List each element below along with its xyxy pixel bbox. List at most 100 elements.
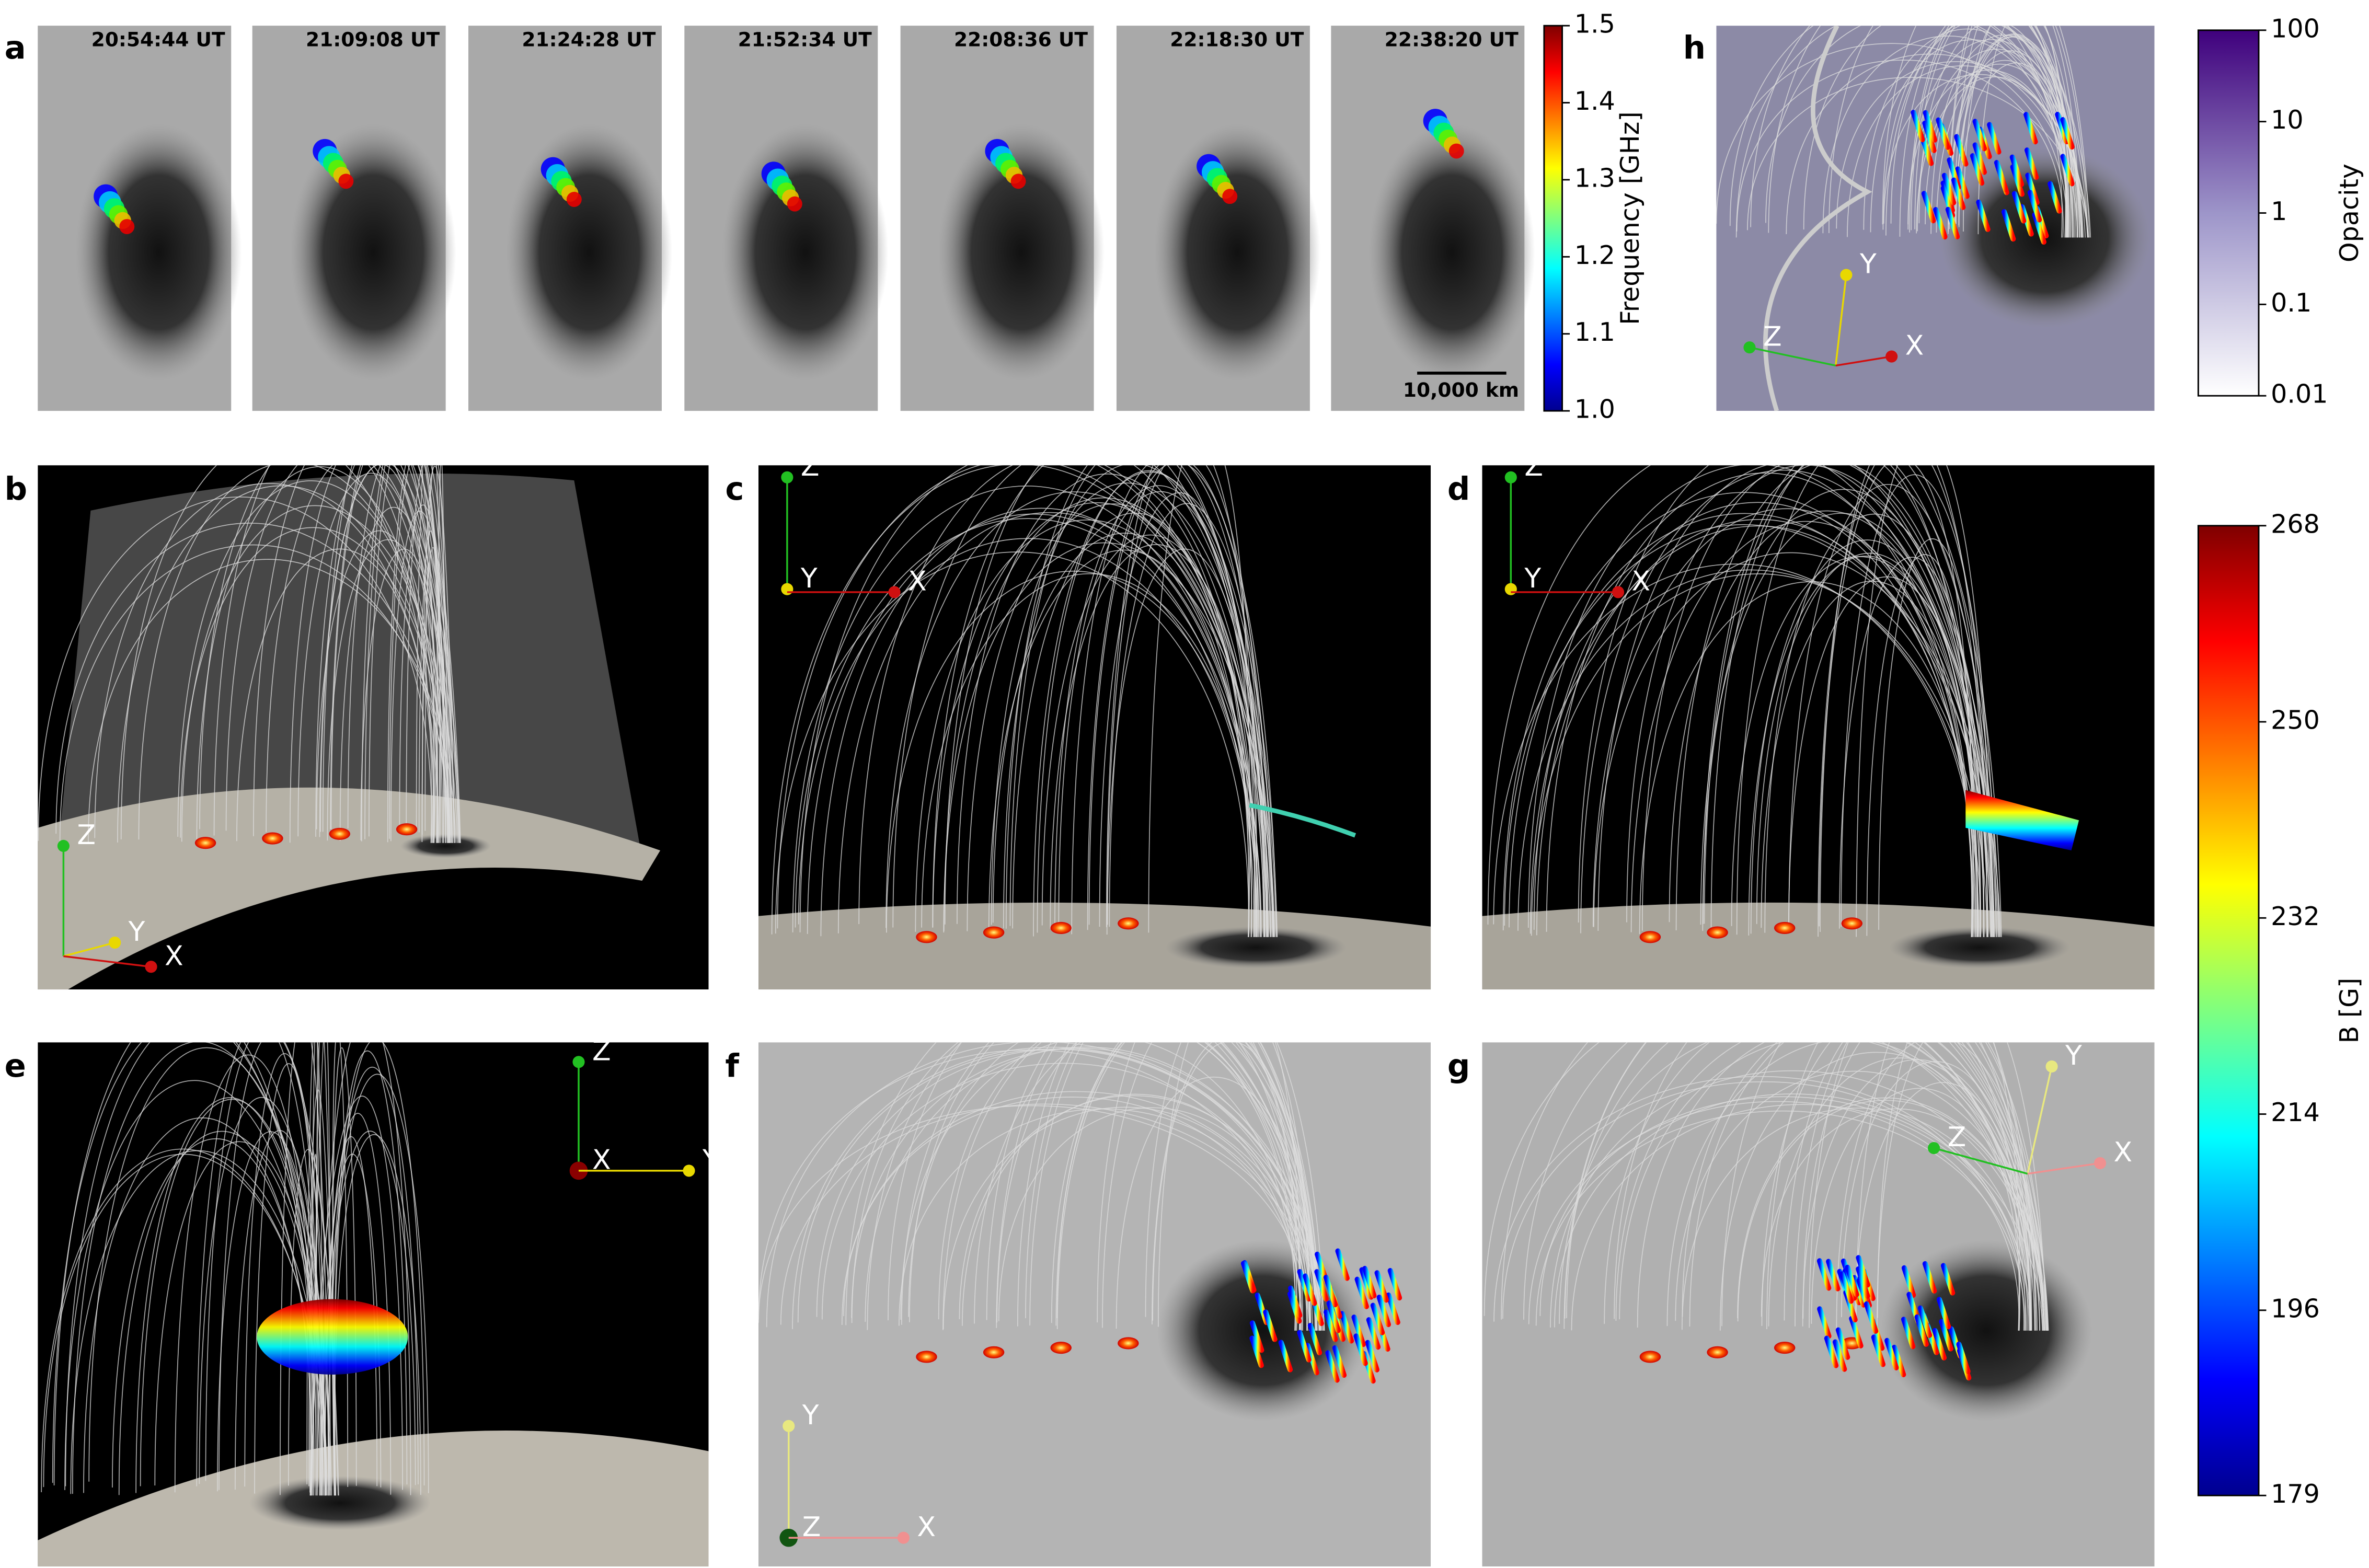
sunspot bbox=[1165, 926, 1347, 969]
source-strand bbox=[1249, 1320, 1264, 1353]
field-line bbox=[1502, 492, 1991, 937]
source-strand bbox=[1323, 1309, 1338, 1342]
axis-label: Y bbox=[702, 1145, 719, 1176]
sunspot bbox=[1154, 123, 1321, 381]
panel: d Z Y X bbox=[1447, 451, 2155, 990]
field-line bbox=[1528, 1101, 2020, 1331]
source-strand bbox=[1339, 1311, 1354, 1344]
hot-spot bbox=[916, 931, 937, 943]
field-line bbox=[1795, 1042, 2048, 1331]
axis-arrow-head bbox=[888, 586, 901, 598]
sunspot bbox=[1368, 123, 1535, 381]
field-line bbox=[180, 527, 451, 843]
field-line bbox=[360, 548, 453, 843]
source-strand bbox=[1954, 134, 1969, 167]
field-line bbox=[280, 1042, 329, 1496]
field-line bbox=[347, 465, 450, 843]
panel-content bbox=[38, 1042, 709, 1567]
field-line bbox=[1517, 569, 1981, 937]
hot-spot bbox=[329, 827, 350, 840]
source-strand bbox=[1945, 206, 1960, 239]
field-line bbox=[328, 1074, 429, 1496]
source-strand bbox=[1374, 1270, 1389, 1303]
hot-spot bbox=[194, 837, 216, 849]
axis-label: Y bbox=[1524, 563, 1541, 594]
field-line bbox=[1097, 1042, 1325, 1331]
field-line bbox=[900, 1042, 1296, 1331]
source-strand bbox=[1816, 1258, 1832, 1291]
timestamp: 21:24:28 UT bbox=[522, 28, 656, 51]
field-line bbox=[1504, 524, 1993, 937]
field-line bbox=[1856, 1042, 2021, 1331]
field-line bbox=[974, 1042, 1296, 1331]
field-line bbox=[865, 1046, 1316, 1331]
axis-label: Z bbox=[1948, 1122, 1966, 1153]
axis-label: Z bbox=[592, 1035, 611, 1067]
field-line bbox=[1099, 492, 1255, 937]
field-line bbox=[1681, 1108, 2032, 1331]
source-strand bbox=[1891, 1344, 1906, 1377]
source-strand bbox=[1297, 1269, 1312, 1302]
axis-arrow bbox=[1835, 355, 1892, 367]
field-line bbox=[932, 502, 1264, 937]
field-line bbox=[327, 539, 460, 843]
field-line bbox=[140, 1099, 326, 1496]
field-line bbox=[1682, 1042, 2044, 1331]
field-line bbox=[1716, 43, 2067, 238]
field-line bbox=[938, 1042, 1303, 1331]
axis-arrow-head bbox=[1743, 341, 1756, 354]
field-line bbox=[297, 472, 443, 843]
colorbar-tick-label: 1.5 bbox=[1574, 9, 1615, 39]
field-line bbox=[1877, 1042, 2036, 1331]
field-line bbox=[196, 1042, 321, 1496]
field-line bbox=[996, 1042, 1317, 1331]
timestamp: 22:38:20 UT bbox=[1385, 28, 1519, 51]
radio-source bbox=[566, 192, 582, 207]
scale-bar-label: 10,000 km bbox=[1403, 378, 1519, 401]
axis-arrow-head bbox=[1840, 269, 1853, 281]
field-line bbox=[1768, 1057, 2043, 1331]
source-strand bbox=[1884, 1338, 1899, 1370]
colorbar bbox=[2197, 525, 2260, 1496]
field-line bbox=[437, 465, 445, 843]
source-strand bbox=[1335, 1248, 1350, 1281]
source-strand bbox=[1362, 1265, 1377, 1299]
field-line bbox=[328, 1067, 419, 1496]
source-strand bbox=[1817, 1306, 1832, 1339]
source-strand bbox=[2010, 164, 2025, 197]
hot-spot bbox=[262, 832, 283, 845]
source-strand bbox=[1932, 1328, 1947, 1361]
axis-arrow-head bbox=[897, 1531, 910, 1544]
source-strand bbox=[1914, 1314, 1929, 1347]
panel-letter: g bbox=[1447, 1048, 1470, 1085]
axis-arrow-head bbox=[683, 1165, 695, 1177]
axis-arrow bbox=[63, 941, 116, 958]
hot-spot bbox=[1118, 1337, 1139, 1350]
source-band bbox=[257, 1299, 408, 1375]
field-line bbox=[218, 1042, 330, 1496]
source-strand bbox=[1366, 1317, 1381, 1350]
hot-spot bbox=[1050, 1342, 1072, 1354]
source-strand bbox=[1326, 1300, 1341, 1333]
field-line bbox=[992, 533, 1250, 937]
field-line bbox=[1017, 1042, 1301, 1331]
panel-letter: f bbox=[725, 1048, 739, 1085]
field-line bbox=[315, 465, 451, 843]
field-line bbox=[289, 465, 449, 843]
source-strand bbox=[1297, 1330, 1312, 1363]
field-line bbox=[780, 1103, 1322, 1331]
field-line bbox=[1948, 34, 2088, 238]
hot-spot bbox=[983, 1346, 1005, 1358]
source-strand bbox=[1951, 177, 1966, 210]
source-strand bbox=[1917, 1305, 1933, 1338]
transparent-plane bbox=[60, 474, 642, 858]
field-line bbox=[1054, 485, 1269, 937]
source-strand bbox=[1972, 142, 1987, 175]
field-line bbox=[1563, 1042, 2049, 1331]
source-strand bbox=[1923, 110, 1938, 143]
field-line bbox=[330, 465, 461, 843]
field-line bbox=[94, 483, 438, 843]
source-strand bbox=[2048, 181, 2062, 214]
field-line bbox=[1954, 26, 2080, 238]
source-strand bbox=[1901, 1265, 1916, 1298]
